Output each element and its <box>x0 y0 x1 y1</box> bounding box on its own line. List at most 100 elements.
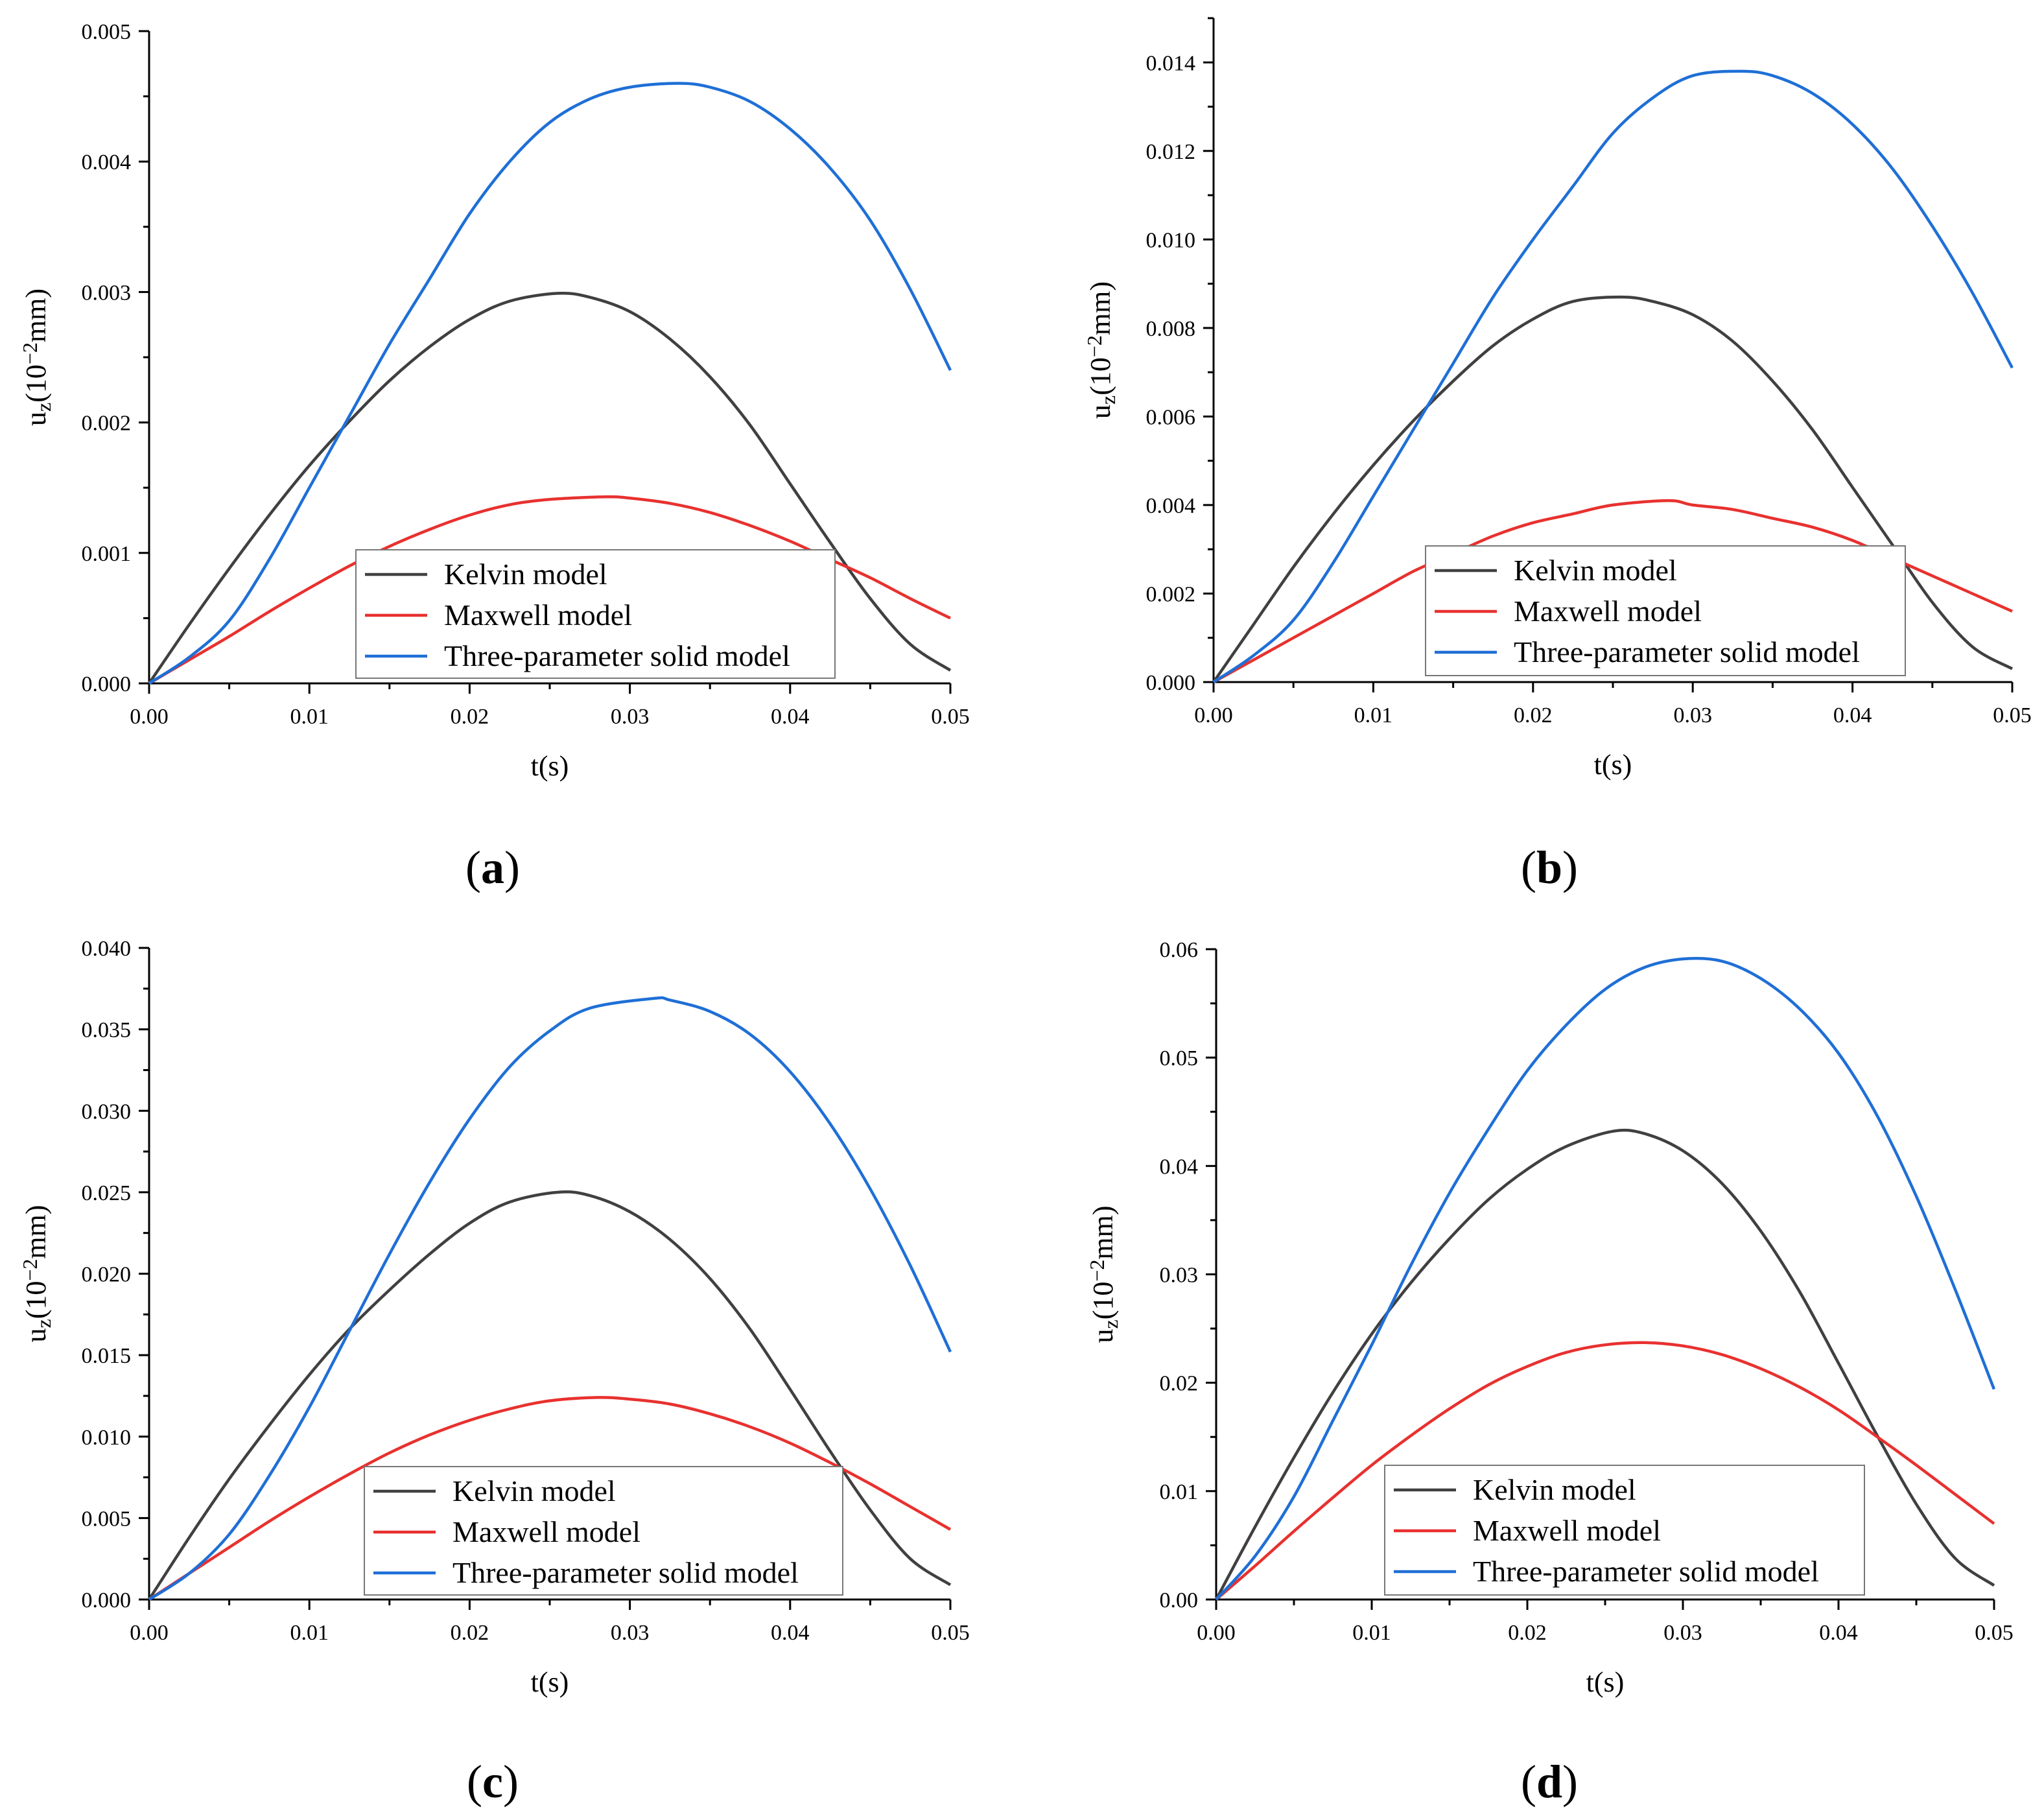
y-tick-label: 0.030 <box>82 1100 132 1124</box>
y-axis-title-sup: −2 <box>1085 1260 1109 1282</box>
legend-label: Maxwell model <box>452 1515 640 1548</box>
y-tick-label: 0.025 <box>82 1181 132 1205</box>
y-tick-label: 0.02 <box>1160 1372 1199 1396</box>
y-tick-label: 0.006 <box>1146 405 1196 429</box>
y-tick-label: 0.008 <box>1146 317 1196 341</box>
series-line-kelvin <box>148 1190 952 1601</box>
y-tick-label: 0.01 <box>1160 1480 1199 1504</box>
x-tick-label: 0.04 <box>1819 1621 1858 1645</box>
x-tick-label: 0.05 <box>1975 1621 2014 1645</box>
panel-a: 0.00 0.01 0.02 0.03 0.04 0.05 0.000 0.001 0.002 0… <box>18 20 970 893</box>
panel-label-letter: a <box>481 842 504 893</box>
y-axis-title-rest2: mm) <box>1087 1205 1119 1259</box>
x-tick-label: 0.00 <box>1194 703 1233 727</box>
legend-label: Kelvin model <box>1514 554 1677 587</box>
x-tick-label: 0.05 <box>931 1621 970 1645</box>
y-axis-title-sup: −2 <box>18 342 41 364</box>
y-axis-title-rest1: (10 <box>20 1281 52 1319</box>
y-axis-title-rest1: (10 <box>1085 357 1116 395</box>
series-line-maxwell <box>1215 1341 1995 1601</box>
y-tick-label: 0.05 <box>1160 1046 1199 1070</box>
panel-c: 0.00 0.01 0.02 0.03 0.04 0.05 0.000 0.005 0.010 0… <box>18 937 970 1808</box>
x-axis-title: t(s) <box>1594 749 1632 781</box>
panel-label-close: ) <box>1562 842 1578 893</box>
x-tick-label: 0.04 <box>1833 703 1872 727</box>
y-axis-title-sup: −2 <box>1083 335 1106 357</box>
y-tick-label: 0.00 <box>1160 1588 1199 1612</box>
series-line-kelvin <box>148 291 952 685</box>
x-tick-label: 0.05 <box>931 705 970 729</box>
x-tick-label: 0.01 <box>1354 703 1393 727</box>
x-tick-label: 0.03 <box>1673 703 1712 727</box>
y-axis-title-main: u <box>1087 1329 1119 1343</box>
x-tick-label: 0.02 <box>451 705 489 729</box>
y-tick-label: 0.035 <box>82 1019 132 1043</box>
x-tick-label: 0.05 <box>1993 703 2032 727</box>
legend-label: Maxwell model <box>1514 595 1702 628</box>
legend-label: Maxwell model <box>444 598 632 632</box>
panel-b: 0.00 0.01 0.02 0.03 0.04 0.05 0.000 0.002 0.004 0… <box>1083 17 2032 893</box>
y-axis-title-rest1: (10 <box>1087 1282 1119 1320</box>
y-axis-title-main: u <box>1085 405 1116 419</box>
y-tick-label: 0.000 <box>82 672 132 696</box>
legend-box <box>364 1466 843 1596</box>
legend-label: Three-parameter solid model <box>452 1556 799 1589</box>
series-line-kelvin <box>1212 295 2014 683</box>
legend: Kelvin model Maxwell model Three-parameter… <box>1384 1465 1865 1596</box>
panel-label-close: ) <box>504 842 520 893</box>
x-tick-label: 0.00 <box>1197 1621 1236 1645</box>
y-tick-label: 0.005 <box>82 1507 132 1531</box>
panel-label-letter: d <box>1536 1756 1562 1808</box>
legend-box <box>355 549 836 679</box>
series-line-three-parameter <box>148 996 952 1601</box>
x-tick-label: 0.04 <box>771 1621 810 1645</box>
y-axis-title-rest2: mm) <box>1085 281 1116 335</box>
series-line-three-parameter <box>148 82 952 685</box>
panel-label-close: ) <box>503 1756 519 1808</box>
legend-box <box>1425 545 1906 676</box>
y-axis-title-main: u <box>20 1328 52 1343</box>
panel-label-letter: c <box>482 1756 503 1808</box>
x-tick-label: 0.00 <box>130 1621 169 1645</box>
y-axis-title-main: u <box>20 412 52 426</box>
panel-label-open: ( <box>465 842 481 893</box>
x-axis-title: t(s) <box>1586 1666 1625 1698</box>
y-axis-title-sub: z <box>1096 395 1120 405</box>
panel-label: (a) <box>465 842 520 893</box>
y-axis-title-rest1: (10 <box>20 364 52 403</box>
y-tick-label: 0.015 <box>82 1344 132 1368</box>
panel-d: 0.00 0.01 0.02 0.03 0.04 0.05 0.00 0.01 0.02 0.03… <box>1085 938 2014 1808</box>
x-tick-label: 0.03 <box>611 705 650 729</box>
legend-label: Three-parameter solid model <box>1473 1555 1819 1588</box>
y-axis-title: uz(10−2mm) <box>1085 1205 1122 1343</box>
legend-label: Three-parameter solid model <box>1514 635 1860 668</box>
y-axis-title: uz(10−2mm) <box>1083 281 1120 419</box>
legend: Kelvin model Maxwell model Three-parameter… <box>355 549 836 679</box>
panel-label-letter: b <box>1536 842 1562 893</box>
legend-label: Three-parameter solid model <box>444 639 790 672</box>
x-tick-label: 0.04 <box>771 705 810 729</box>
panel-label: (d) <box>1521 1756 1578 1808</box>
panel-label-close: ) <box>1562 1756 1578 1808</box>
panel-label-open: ( <box>1521 842 1536 893</box>
panel-label-open: ( <box>1521 1756 1536 1808</box>
panel-label-open: ( <box>467 1756 482 1808</box>
y-axis-title: uz(10−2mm) <box>18 289 55 426</box>
legend-label: Kelvin model <box>444 558 607 591</box>
y-tick-label: 0.04 <box>1160 1155 1199 1179</box>
y-axis-title-rest2: mm) <box>20 289 52 342</box>
x-tick-label: 0.01 <box>290 1621 329 1645</box>
y-tick-label: 0.003 <box>82 281 132 305</box>
y-tick-label: 0.014 <box>1146 51 1196 75</box>
legend-label: Maxwell model <box>1473 1514 1661 1547</box>
x-tick-label: 0.01 <box>1352 1621 1391 1645</box>
y-tick-label: 0.001 <box>82 542 132 566</box>
x-axis-title: t(s) <box>531 750 569 782</box>
x-tick-label: 0.02 <box>451 1621 489 1645</box>
x-tick-label: 0.00 <box>130 705 169 729</box>
x-tick-label: 0.02 <box>1514 703 1553 727</box>
series-line-three-parameter <box>1212 69 2014 683</box>
y-tick-label: 0.012 <box>1146 140 1196 164</box>
legend: Kelvin model Maxwell model Three-parameter… <box>364 1466 843 1596</box>
